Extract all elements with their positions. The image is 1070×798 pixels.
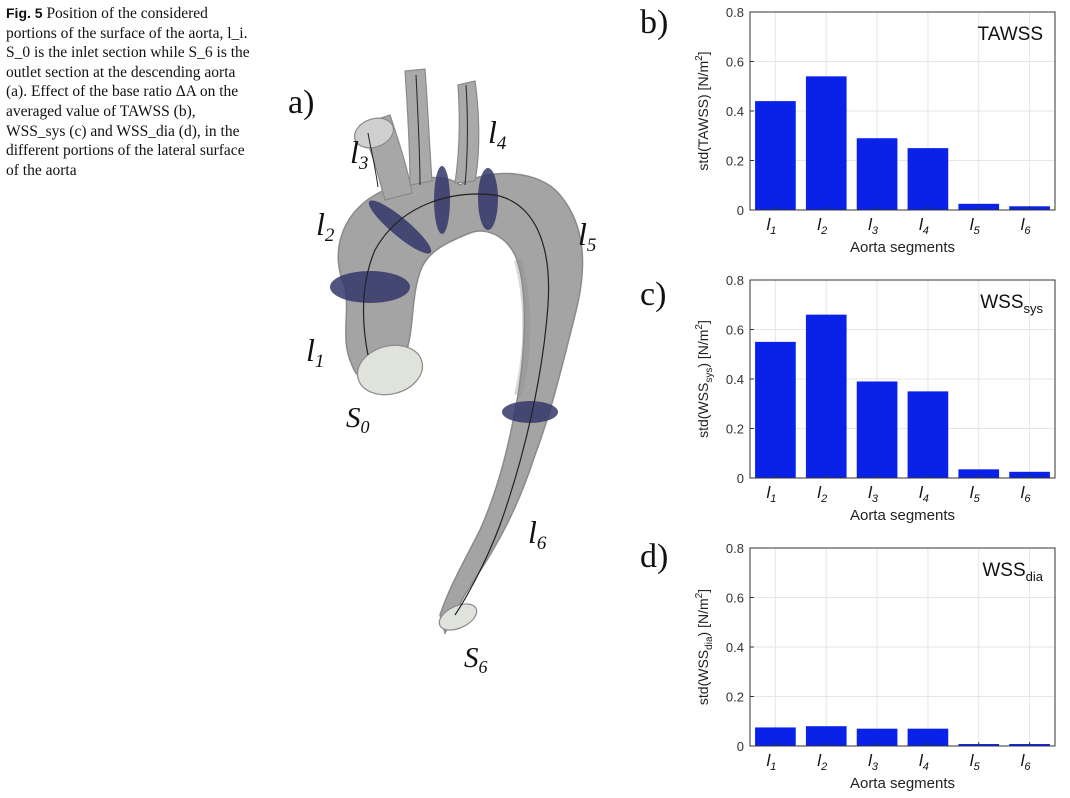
plot-frame [749,11,1056,211]
segment-label-l4: l4 [488,114,507,154]
segment-label-l1: l1 [306,332,324,372]
y-tick-label: 0.8 [726,273,744,288]
bar-l2 [805,726,847,746]
chart-wss-sys: 0 0.2 0.4 0.6 0.8 l1 l2 l3 l4 l5 l6 Aorta segments s… [694,273,1056,524]
x-tick-label: l5 [970,751,981,773]
y-axis-label: std(WSSsys) [N/m2] [694,320,715,438]
x-axis-label: Aorta segments [850,239,955,256]
y-tick-label: 0.2 [726,422,744,437]
cut-ring-4 [478,168,498,230]
caption-text: Position of the considered portions of t… [6,5,250,179]
aorta-body [330,68,584,635]
y-axis-label: std(TAWSS) [N/m2] [694,51,711,170]
bar-l5 [958,469,1000,478]
chart-title: WSSdia [982,560,1043,584]
plot-frame [749,547,1056,747]
x-tick-label: l2 [817,483,827,505]
bar-l2 [805,314,847,478]
cut-ring-2 [368,200,432,254]
x-tick-label: l5 [970,215,981,237]
panel-label-d: d) [640,538,669,575]
x-tick-label: l1 [766,483,776,505]
aorta-illustration: l1 l2 l3 l4 l5 l6 S0 S6 [306,68,596,677]
chart-tawss: 0 0.2 0.4 0.6 0.8 l1 l2 l3 l4 l5 l6 Aorta segments s… [694,5,1056,256]
y-tick-label: 0.8 [726,5,744,20]
y-tick-label: 0.4 [726,372,744,387]
bar-l3 [856,728,898,746]
x-tick-label: l6 [1021,483,1032,505]
cut-ring-5 [502,401,558,423]
figure-caption: Fig. 5 Position of the considered portio… [6,4,252,180]
y-tick-label: 0.6 [726,323,744,338]
segment-label-l3: l3 [350,134,368,174]
y-axis-label: std(WSSdia) [N/m2] [694,589,715,705]
x-axis-label: Aorta segments [850,507,955,524]
section-label-s0: S0 [346,402,370,437]
bar-l4 [907,148,949,210]
bar-l4 [907,391,949,478]
bar-l1 [755,101,796,210]
y-tick-label: 0 [737,739,744,754]
chart-title: TAWSS [978,24,1043,45]
cut-ring-1 [330,271,410,303]
segment-label-l2: l2 [316,206,335,246]
x-tick-label: l1 [766,215,776,237]
y-tick-label: 0.4 [726,640,744,655]
y-tick-label: 0.2 [726,690,744,705]
y-tick-label: 0.6 [726,55,744,70]
y-tick-label: 0.4 [726,104,744,119]
x-tick-label: l3 [868,483,879,505]
section-label-s6: S6 [464,642,488,677]
x-tick-label: l4 [919,215,929,237]
bar-l1 [755,727,796,746]
x-axis-label: Aorta segments [850,775,955,792]
plot-frame [749,279,1056,479]
x-tick-label: l2 [817,215,827,237]
y-tick-label: 0.6 [726,591,744,606]
y-tick-label: 0 [737,203,744,218]
x-tick-label: l3 [868,751,879,773]
panel-label-a: a) [288,84,315,121]
x-tick-label: l5 [970,483,981,505]
x-tick-label: l1 [766,751,776,773]
bar-l3 [856,381,898,478]
x-tick-label: l3 [868,215,879,237]
x-tick-label: l2 [817,751,827,773]
bar-l4 [907,728,949,746]
y-tick-label: 0.8 [726,541,744,556]
chart-title: WSSsys [980,292,1043,316]
bar-l3 [856,138,898,210]
chart-wss-dia: 0 0.2 0.4 0.6 0.8 l1 l2 l3 l4 l5 l6 Aorta segments s… [694,541,1056,792]
y-tick-label: 0 [737,471,744,486]
y-tick-label: 0.2 [726,154,744,169]
bar-l2 [805,76,847,210]
segment-label-l5: l5 [578,216,596,256]
x-tick-label: l6 [1021,215,1032,237]
figure-label: Fig. 5 [6,5,43,21]
panel-label-c: c) [640,276,667,313]
panel-label-b: b) [640,4,669,41]
x-tick-label: l4 [919,751,929,773]
x-tick-label: l6 [1021,751,1032,773]
bar-l1 [755,341,796,478]
segment-label-l6: l6 [528,514,547,554]
x-tick-label: l4 [919,483,929,505]
cut-ring-3 [434,166,450,234]
